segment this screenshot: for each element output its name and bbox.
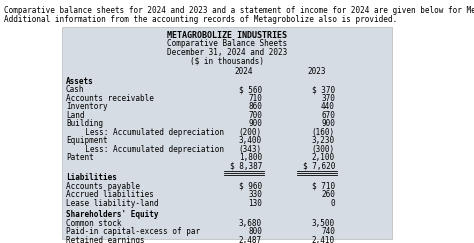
Text: ($ in thousands): ($ in thousands) [190, 57, 264, 66]
Text: 2,487: 2,487 [239, 235, 262, 243]
Text: 330: 330 [248, 190, 262, 199]
Text: $ 710: $ 710 [312, 182, 335, 191]
Text: 2,410: 2,410 [312, 235, 335, 243]
Text: 1,800: 1,800 [239, 153, 262, 162]
Text: Common stock: Common stock [66, 218, 121, 227]
Text: Inventory: Inventory [66, 102, 108, 111]
Text: $ 370: $ 370 [312, 85, 335, 94]
Text: 0: 0 [330, 199, 335, 208]
Text: 3,680: 3,680 [239, 218, 262, 227]
Text: Comparative Balance Sheets: Comparative Balance Sheets [167, 40, 287, 49]
Text: (300): (300) [312, 145, 335, 154]
Text: 700: 700 [248, 111, 262, 120]
Text: 800: 800 [248, 227, 262, 236]
Text: METAGROBOLIZE INDUSTRIES: METAGROBOLIZE INDUSTRIES [167, 31, 287, 40]
Text: Liabilities: Liabilities [66, 173, 117, 182]
Text: 900: 900 [248, 119, 262, 128]
Text: (160): (160) [312, 128, 335, 137]
Text: Lease liability-land: Lease liability-land [66, 199, 158, 208]
Text: $ 8,387: $ 8,387 [229, 162, 262, 171]
Text: Accrued liabilities: Accrued liabilities [66, 190, 154, 199]
Text: December 31, 2024 and 2023: December 31, 2024 and 2023 [167, 48, 287, 57]
Text: $ 7,620: $ 7,620 [302, 162, 335, 171]
Text: Equipment: Equipment [66, 136, 108, 145]
Text: 710: 710 [248, 94, 262, 103]
Text: Accounts receivable: Accounts receivable [66, 94, 154, 103]
Text: 900: 900 [321, 119, 335, 128]
Text: Shareholders' Equity: Shareholders' Equity [66, 210, 158, 219]
Text: $ 560: $ 560 [239, 85, 262, 94]
Text: 130: 130 [248, 199, 262, 208]
Text: Land: Land [66, 111, 84, 120]
Text: 260: 260 [321, 190, 335, 199]
Text: Comparative balance sheets for 2024 and 2023 and a statement of income for 2024 : Comparative balance sheets for 2024 and … [4, 6, 474, 15]
Text: (343): (343) [239, 145, 262, 154]
Text: Additional information from the accounting records of Metagrobolize also is prov: Additional information from the accounti… [4, 15, 397, 24]
Text: Less: Accumulated depreciation: Less: Accumulated depreciation [76, 145, 224, 154]
Text: 740: 740 [321, 227, 335, 236]
Text: Paid-in capital-excess of par: Paid-in capital-excess of par [66, 227, 200, 236]
Text: $ 960: $ 960 [239, 182, 262, 191]
Text: Cash: Cash [66, 85, 84, 94]
Text: Accounts payable: Accounts payable [66, 182, 140, 191]
Text: 3,500: 3,500 [312, 218, 335, 227]
Text: Assets: Assets [66, 77, 94, 86]
Text: 2,100: 2,100 [312, 153, 335, 162]
Text: 2023: 2023 [308, 67, 326, 76]
Text: 440: 440 [321, 102, 335, 111]
Text: 2024: 2024 [235, 67, 253, 76]
FancyBboxPatch shape [62, 27, 392, 239]
Text: 860: 860 [248, 102, 262, 111]
Text: Less: Accumulated depreciation: Less: Accumulated depreciation [76, 128, 224, 137]
Text: 3,400: 3,400 [239, 136, 262, 145]
Text: Patent: Patent [66, 153, 94, 162]
Text: Building: Building [66, 119, 103, 128]
Text: 670: 670 [321, 111, 335, 120]
Text: Retained earnings: Retained earnings [66, 235, 145, 243]
Text: (200): (200) [239, 128, 262, 137]
Text: 370: 370 [321, 94, 335, 103]
Text: 3,230: 3,230 [312, 136, 335, 145]
